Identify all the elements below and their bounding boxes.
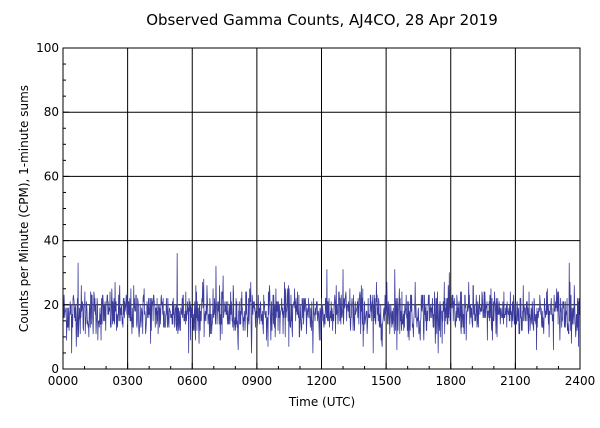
x-tick-label: 0000	[48, 374, 79, 388]
x-axis-label: Time (UTC)	[288, 395, 355, 409]
series-line	[62, 253, 581, 354]
x-tick-label: 2100	[500, 374, 531, 388]
y-tick-label: 40	[44, 234, 59, 248]
y-tick-labels: 0 20 40 60 80 100	[36, 41, 59, 376]
x-tick-label: 1800	[435, 374, 466, 388]
chart-title: Observed Gamma Counts, AJ4CO, 28 Apr 201…	[146, 11, 498, 29]
x-tick-labels: 0000 0300 0600 0900 1200 1500 1800 2100 2400	[48, 374, 596, 388]
ticks	[62, 47, 581, 370]
x-tick-label: 1200	[306, 374, 337, 388]
y-tick-label: 0	[51, 362, 59, 376]
y-tick-label: 100	[36, 41, 59, 55]
x-tick-label: 0300	[112, 374, 143, 388]
x-tick-label: 2400	[565, 374, 596, 388]
y-tick-label: 80	[44, 105, 59, 119]
grid	[63, 48, 580, 369]
x-tick-label: 0900	[242, 374, 273, 388]
series-layer	[62, 253, 581, 354]
x-tick-label: 1500	[371, 374, 402, 388]
y-tick-label: 60	[44, 169, 59, 183]
x-tick-label: 0600	[177, 374, 208, 388]
y-axis-label: Counts per Minute (CPM), 1-minute sums	[17, 85, 31, 332]
y-tick-label: 20	[44, 298, 59, 312]
